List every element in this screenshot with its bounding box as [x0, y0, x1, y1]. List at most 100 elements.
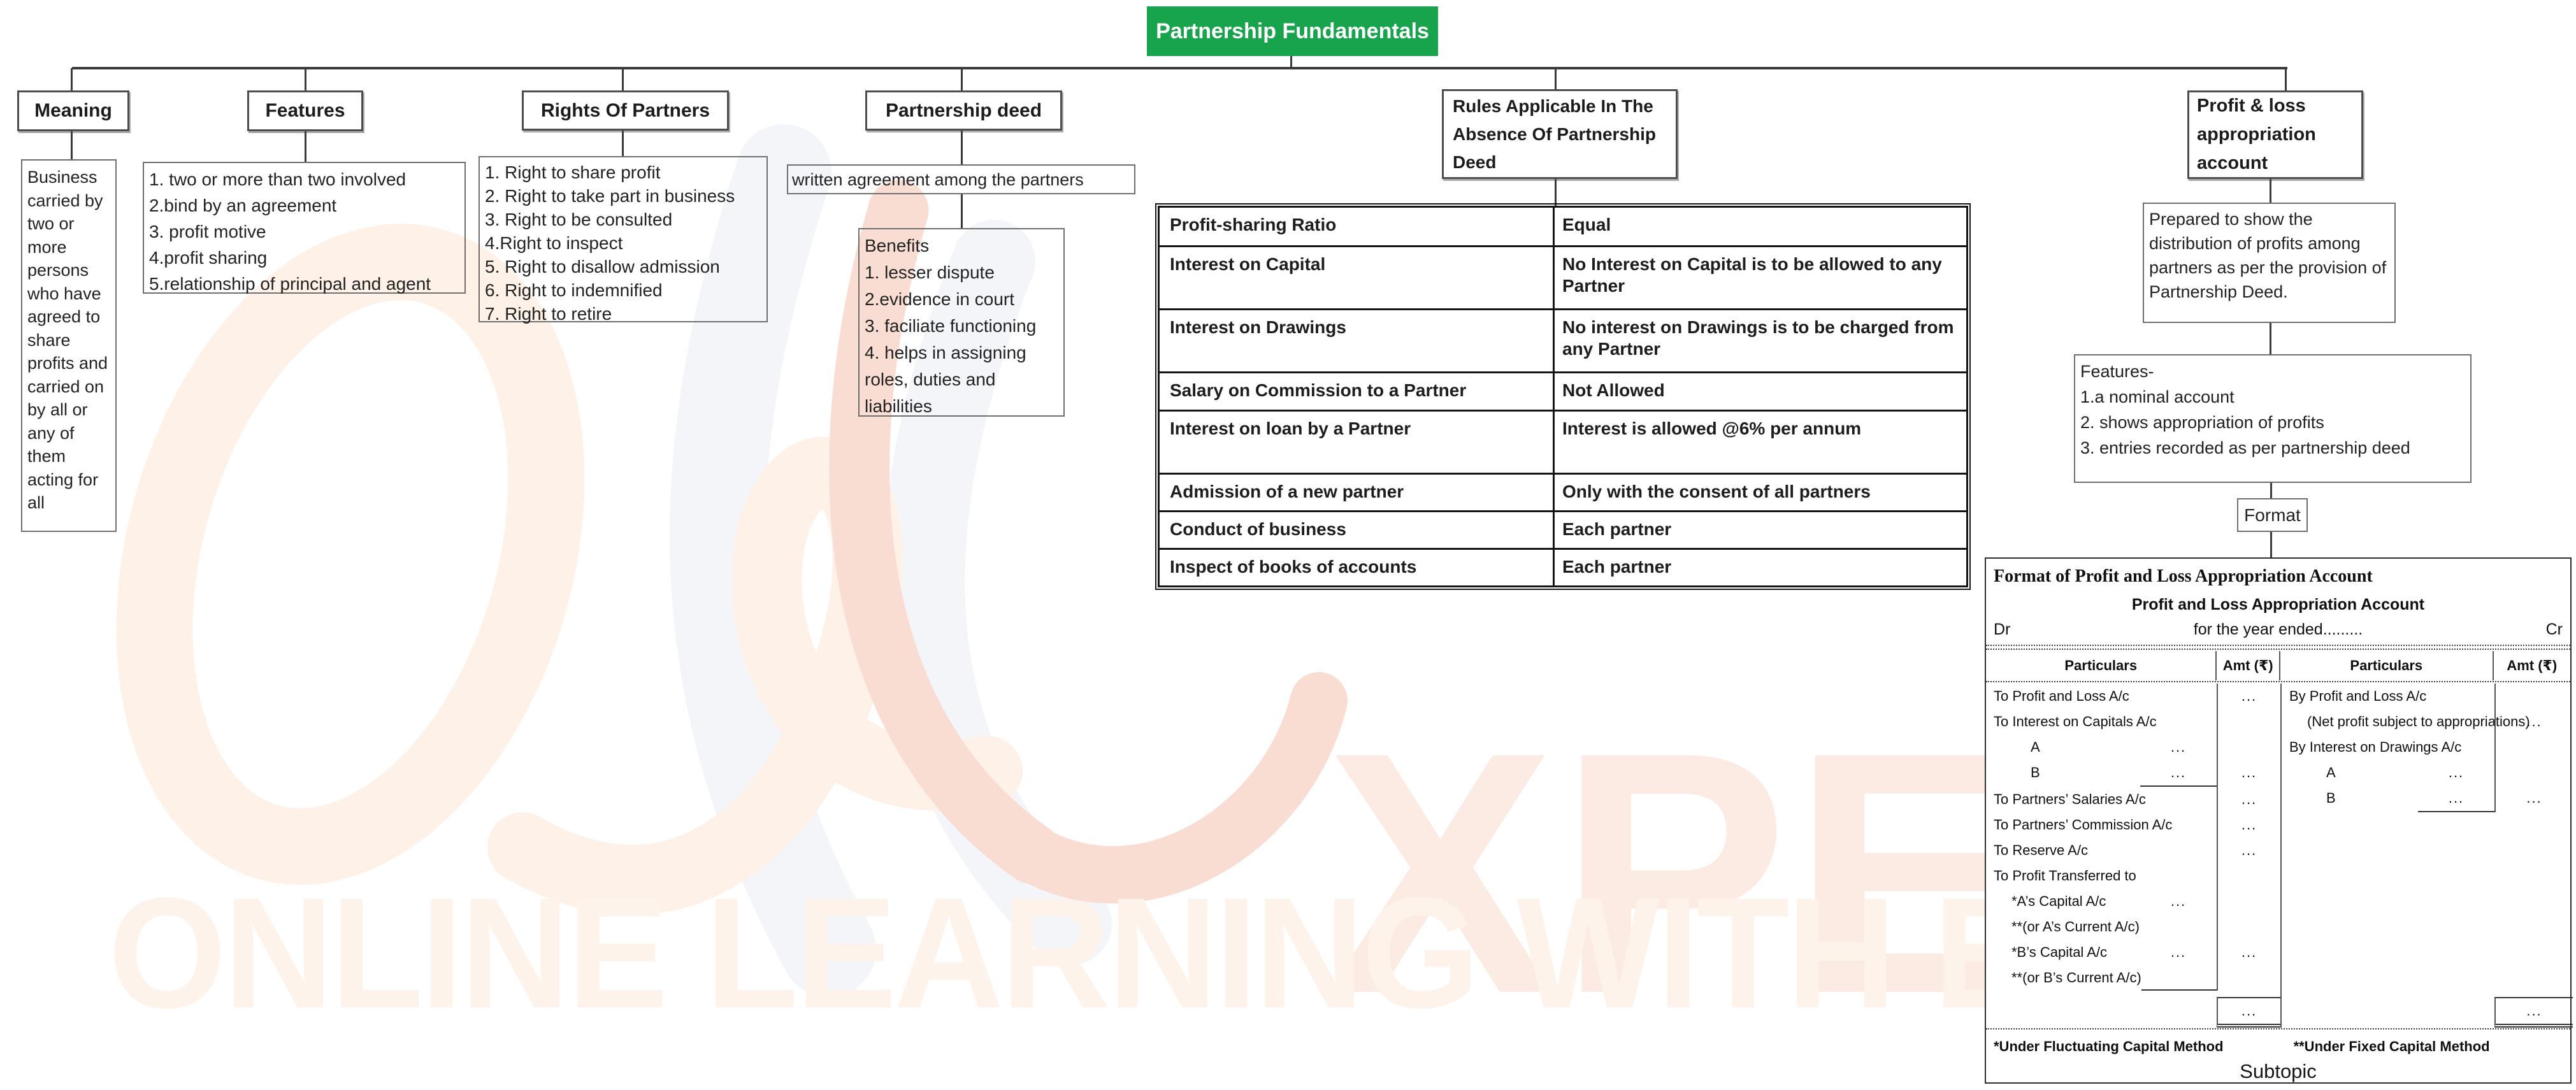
format-label: Format	[2237, 498, 2308, 532]
meaning-header: Meaning	[17, 90, 129, 131]
right-item: 1. Right to share profit	[485, 162, 661, 182]
rules-table-row: Interest on loan by a Partner Interest i…	[1160, 410, 1966, 473]
row-particulars: To Profit and Loss A/c	[1994, 688, 2129, 704]
debit-total-row: ...	[1986, 997, 2280, 1028]
row-particulars: By Profit and Loss A/c	[2289, 688, 2427, 704]
row-amount	[2494, 735, 2573, 760]
account-row: A ...	[1986, 735, 2280, 760]
row-particulars: *A’s Capital A/c	[2011, 893, 2106, 909]
row-particulars: *B’s Capital A/c	[2011, 944, 2108, 960]
row-amount	[2217, 863, 2280, 889]
account-column-headers: Particulars Amt (₹) Particulars Amt (₹)	[1986, 651, 2570, 680]
account-credit-side: By Profit and Loss A/c (Net profit subje…	[2280, 684, 2573, 1028]
dr-label: Dr	[1994, 620, 2011, 638]
connector-meaning-stub	[71, 68, 73, 90]
row-subamount	[2141, 965, 2217, 991]
col-amt-right: Amt (₹)	[2492, 651, 2570, 680]
account-row: By Profit and Loss A/c	[2282, 684, 2573, 709]
connector-features-stub	[305, 68, 306, 90]
account-row: *B’s Capital A/c ... ...	[1986, 940, 2280, 965]
feature-item: 5.relationship of principal and agent	[149, 274, 431, 294]
benefit-item: 3. faciliate functioning	[865, 316, 1037, 336]
row-subamount: ...	[2170, 944, 2187, 960]
connector-meaning-body	[71, 127, 73, 159]
rules-table-row: Inspect of books of accounts Each partne…	[1160, 548, 1966, 585]
account-debit-side: To Profit and Loss A/c ... To Interest o…	[1986, 684, 2280, 1028]
row-amount	[2217, 965, 2280, 991]
row-particulars: To Profit Transferred to	[1994, 868, 2136, 884]
row-amount	[2494, 760, 2573, 785]
rules-rule-cell: Interest is allowed @6% per annum	[1562, 419, 1862, 438]
account-row: By Interest on Drawings A/c	[2282, 735, 2573, 760]
pnl-features-list: 1.a nominal account 2. shows appropriatio…	[2080, 384, 2465, 461]
benefit-item: 1. lesser dispute	[865, 262, 995, 282]
row-amount	[2217, 889, 2280, 914]
credit-total-row: ...	[2282, 997, 2573, 1028]
col-particulars-left: Particulars	[2064, 657, 2138, 673]
row-amount: ...	[2217, 940, 2280, 965]
row-subamount: ...	[2418, 785, 2494, 812]
rules-rule-cell: Equal	[1562, 215, 1611, 234]
rules-table: Profit-sharing Ratio Equal Interest on C…	[1155, 203, 1971, 590]
account-row: (Net profit subject to appropriations) .…	[2282, 709, 2573, 735]
connector-format-sheet	[2270, 532, 2272, 557]
feature-item: 4.profit sharing	[149, 248, 268, 268]
rules-rule-cell: Each partner	[1562, 519, 1672, 539]
rules-item-cell: Salary on Commission to a Partner	[1160, 373, 1555, 410]
row-amount: ...	[2494, 785, 2573, 812]
row-particulars: **(or B’s Current A/c)	[2011, 970, 2141, 986]
row-particulars: **(or A’s Current A/c)	[2011, 919, 2140, 935]
pnl-features: Features- 1.a nominal account 2. shows ap…	[2074, 354, 2472, 483]
row-particulars: To Partners’ Commission A/c	[1994, 817, 2173, 833]
rules-rule-cell: Not Allowed	[1562, 380, 1665, 400]
rules-header: Rules Applicable In The Absence Of Partn…	[1442, 89, 1678, 179]
ruled-line	[1986, 1028, 2570, 1031]
right-item: 4.Right to inspect	[485, 233, 623, 253]
account-row: To Profit and Loss A/c ...	[1986, 684, 2280, 709]
connector-note-benefits	[961, 194, 963, 228]
period-label: for the year ended.........	[2193, 620, 2363, 638]
subtopic-caption: Subtopic	[2240, 1060, 2317, 1082]
rights-header: Rights Of Partners	[522, 90, 729, 131]
row-subamount	[2140, 914, 2217, 940]
brand-swoosh-watermark	[116, 124, 1348, 997]
connector-features-format	[2270, 483, 2272, 498]
pnl-feature-item: 2. shows appropriation of profits	[2080, 413, 2324, 432]
row-amount	[2217, 735, 2280, 760]
right-item: 5. Right to disallow admission	[485, 257, 720, 276]
account-row: **(or B’s Current A/c)	[1986, 965, 2280, 991]
format-sheet-title: Format of Profit and Loss Appropriation …	[1994, 566, 2373, 586]
rules-item-cell: Admission of a new partner	[1160, 475, 1555, 510]
row-subamount: ...	[2170, 893, 2187, 909]
row-amount: ...	[2494, 709, 2573, 735]
footnote-fluctuating: *Under Fluctuating Capital Method	[1994, 1038, 2224, 1054]
right-item: 3. Right to be consulted	[485, 210, 673, 229]
benefits-title: Benefits	[865, 236, 930, 255]
pnl-feature-item: 1.a nominal account	[2080, 387, 2234, 406]
account-row: B ... ...	[1986, 760, 2280, 787]
row-amount: ...	[2217, 760, 2280, 787]
account-row: To Partners’ Commission A/c ...	[1986, 812, 2280, 838]
right-item: 6. Right to indemnified	[485, 280, 663, 300]
row-amount: ...	[2217, 787, 2280, 812]
credit-rows: By Profit and Loss A/c (Net profit subje…	[2282, 684, 2573, 812]
row-subamount	[2146, 787, 2217, 812]
row-amount	[2217, 914, 2280, 940]
ruled-line	[1986, 645, 2570, 647]
rules-rule-cell: Only with the consent of all partners	[1562, 482, 1871, 501]
row-subamount: ...	[2140, 760, 2217, 787]
root-title: Partnership Fundamentals	[1147, 6, 1438, 56]
connector-deed-note	[961, 127, 963, 164]
brand-tagline-watermark: ONLINE LEARNING WITH EXPE	[108, 865, 2330, 1042]
rules-item-cell: Profit-sharing Ratio	[1160, 208, 1555, 245]
deed-note: written agreement among the partners	[787, 164, 1135, 194]
account-row: **(or A’s Current A/c)	[1986, 914, 2280, 940]
row-subamount: ...	[2448, 764, 2464, 780]
benefits-list: 1. lesser dispute 2.evidence in court 3. f…	[865, 259, 1058, 420]
benefit-item: 4. helps in assigning roles, duties and …	[865, 343, 1026, 416]
rules-table-row: Interest on Drawings No interest on Draw…	[1160, 308, 1966, 371]
features-header: Features	[247, 90, 363, 131]
connector-deed-stub	[961, 68, 963, 90]
rules-rule-cell: No Interest on Capital is to be allowed …	[1562, 254, 1942, 296]
connector-pnl-description	[2270, 175, 2271, 203]
